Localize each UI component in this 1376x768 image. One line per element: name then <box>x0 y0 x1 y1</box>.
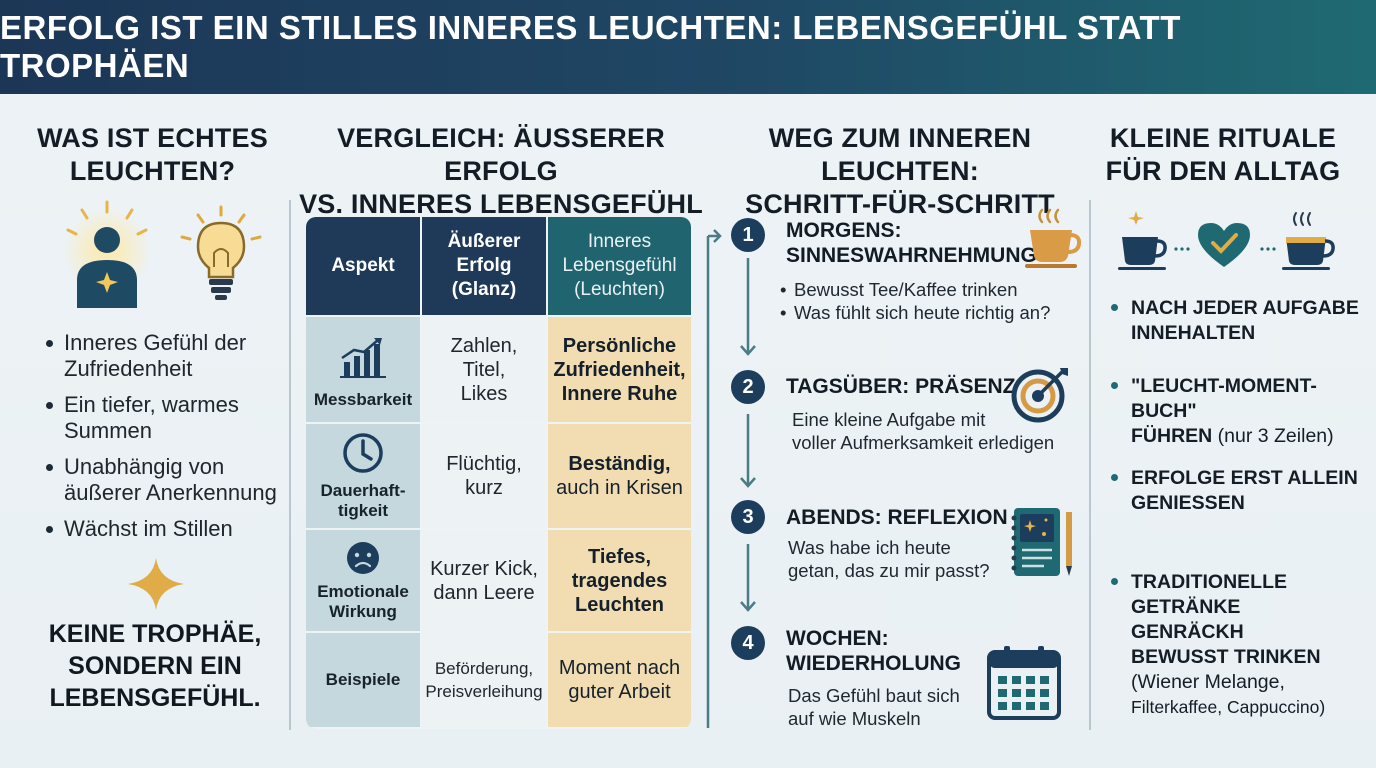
col2-title: VERGLEICH: ÄUSSERER ERFOLG VS. INNERES L… <box>296 122 706 221</box>
step-title: TAGSÜBER: PRÄSENZ <box>786 375 1016 398</box>
heart-icon <box>1198 223 1250 267</box>
down-arrow-icon <box>740 544 756 612</box>
column-divider <box>1089 200 1091 730</box>
calendar-icon <box>987 646 1061 720</box>
table-cell-inner: Tiefes, tragendes Leuchten <box>548 530 691 633</box>
step-number: 3 <box>731 500 765 534</box>
step-number: 1 <box>731 218 765 252</box>
table-header-row: Aspekt Äußerer Erfolg (Glanz) Inneres Leben… <box>306 217 691 317</box>
table-row: Messbarkeit Zahlen, Titel, Likes Persönlic… <box>306 317 691 424</box>
table-row: Dauerhaft-tigkeit Flüchtig, kurz Beständi… <box>306 424 691 530</box>
col1-bullet-list: Inneres Gefühl der Zufriedenheit Ein tief… <box>44 330 289 552</box>
table-cell-inner: Moment nach guter Arbeit <box>548 633 691 729</box>
clock-icon <box>343 433 383 473</box>
latte-cup-icon <box>1282 212 1335 270</box>
col1-title: WAS IST ECHTES LEUCHTEN? <box>30 122 275 188</box>
table-cell-outer: Beförderung, Preisverleihung <box>422 633 548 729</box>
col1-title-line: LEUCHTEN? <box>69 156 236 186</box>
table-cell-outer: Zahlen, Titel, Likes <box>422 317 548 424</box>
step-title: ABENDS: REFLEXION <box>786 506 1008 529</box>
lightbulb-icon <box>180 205 262 300</box>
down-arrow-icon <box>740 258 756 356</box>
comparison-table: Aspekt Äußerer Erfolg (Glanz) Inneres Leben… <box>306 217 691 729</box>
step-text: Bewusst Tee/Kaffee trinkenWas fühlt sich… <box>780 278 1080 324</box>
col1-claim: KEINE TROPHÄE, SONDERN EIN LEBENSGEFÜHL. <box>48 620 262 712</box>
target-icon <box>1011 368 1068 423</box>
col4-title: KLEINE RITUALE FÜR DEN ALLTAG <box>1098 122 1348 188</box>
table-cell-aspect: Messbarkeit <box>306 317 422 424</box>
timeline-line <box>706 229 722 728</box>
table-cell-inner: Beständig, auch in Krisen <box>548 424 691 530</box>
col3-title: WEG ZUM INNEREN LEUCHTEN: SCHRITT-FÜR-SC… <box>706 122 1094 221</box>
journal-icon <box>1011 508 1072 576</box>
table-cell-aspect: Emotionale Wirkung <box>306 530 422 633</box>
cup-icon <box>1118 211 1167 270</box>
col4-title-line: KLEINE RITUALE <box>1109 123 1337 153</box>
step-number: 2 <box>731 370 765 404</box>
table-cell-inner: Persönliche Zufriedenheit, Innere Ruhe <box>548 317 691 424</box>
table-row: Beispiele Beförderung, Preisverleihung Mo… <box>306 633 691 729</box>
sad-face-icon <box>347 541 379 574</box>
col2-title-line: VERGLEICH: ÄUSSERER ERFOLG <box>337 123 665 186</box>
table-cell-aspect: Beispiele <box>306 633 422 729</box>
glowing-person-icon <box>63 200 151 308</box>
down-arrow-icon <box>740 414 756 488</box>
col4-title-line: FÜR DEN ALLTAG <box>1105 156 1341 186</box>
table-cell-outer: Kurzer Kick, dann Leere <box>422 530 548 633</box>
list-item: Wächst im Stillen <box>44 516 289 542</box>
list-item: Unabhängig von äußerer Anerkennung <box>44 454 289 506</box>
title-banner: ERFOLG IST EIN STILLES INNERES LEUCHTEN:… <box>0 0 1376 94</box>
list-item: NACH JEDER AUFGABE INNEHALTEN <box>1110 296 1360 346</box>
step-number: 4 <box>731 626 765 660</box>
table-header-cell: Aspekt <box>306 217 422 317</box>
table-cell-outer: Flüchtig, kurz <box>422 424 548 530</box>
table-header-cell: Inneres Lebensgefühl (Leuchten) <box>548 217 691 317</box>
col3-title-line: WEG ZUM INNEREN LEUCHTEN: <box>768 123 1032 186</box>
list-item: Ein tiefer, warmes Summen <box>44 392 289 444</box>
col1-title-line: WAS IST ECHTES <box>37 123 268 153</box>
table-cell-aspect: Dauerhaft-tigkeit <box>306 424 422 530</box>
step-text: Was habe ich heute getan, das zu mir pass… <box>788 537 990 581</box>
bar-chart-icon <box>340 337 386 378</box>
list-item: Inneres Gefühl der Zufriedenheit <box>44 330 289 382</box>
step-title: MORGENS: SINNESWAHRNEHMUNG <box>786 219 1037 267</box>
coffee-cup-icon <box>1025 208 1082 268</box>
col3-title-line: SCHRITT-FÜR-SCHRITT <box>745 189 1055 219</box>
list-item: ERFOLGE ERST ALLEIN GENIESSEN <box>1110 466 1360 516</box>
step-title: WOCHEN: WIEDERHOLUNG <box>786 627 961 675</box>
table-header-cell: Äußerer Erfolg (Glanz) <box>422 217 548 317</box>
list-item: "LEUCHT-MOMENT-BUCH" FÜHREN (nur 3 Zeilen… <box>1110 374 1360 449</box>
step-text: Eine kleine Aufgabe mit voller Aufmerksam… <box>792 409 1055 453</box>
table-row: Emotionale Wirkung Kurzer Kick, dann Leere… <box>306 530 691 633</box>
column-divider <box>289 200 291 730</box>
ritual-icons <box>1118 211 1335 270</box>
step-text: Das Gefühl baut sich auf wie Muskeln <box>788 685 960 729</box>
col2-title-line: VS. INNERES LEBENSGEFÜHL <box>299 189 703 219</box>
sparkle-star-icon <box>128 558 184 610</box>
page-title: ERFOLG IST EIN STILLES INNERES LEUCHTEN:… <box>0 9 1181 84</box>
list-item: TRADITIONELLE GETRÄNKE GENRÄCKH BEWUSST TR… <box>1110 570 1360 720</box>
